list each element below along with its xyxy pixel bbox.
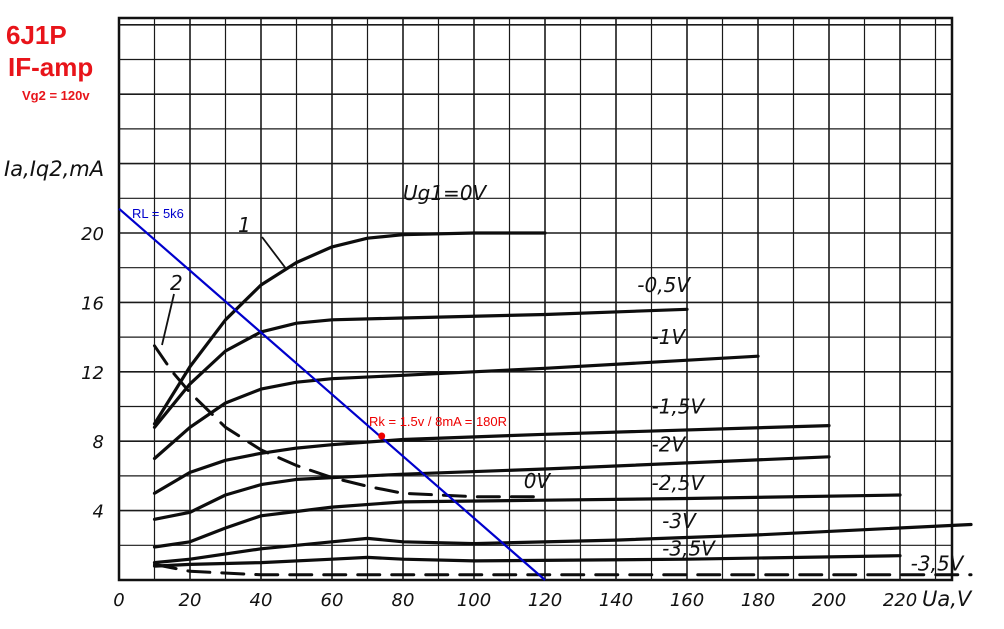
plot-frame [117,16,954,582]
annotation-layer: RL = 5k6 Rk = 1.5v / 8mA = 180R [118,206,546,581]
series-label: -3V [662,509,697,533]
x-tick-label: 80 [392,590,415,611]
y-tick-label: 8 [93,432,104,453]
x-tick-label: 140 [599,590,633,611]
series-label: -1V [652,325,687,349]
series-line [152,455,831,521]
series-label: Ug1=0V [403,181,488,205]
x-axis-label: Ua,V [922,587,973,611]
screen-voltage-label: Vg2 = 120v [22,88,90,103]
series-line [152,522,973,565]
y-tick-label: 20 [81,224,104,245]
series-line [152,554,902,568]
series-label: -2V [652,433,687,457]
series-label: -0,5V [637,273,691,297]
series-label: -3,5V [911,551,965,575]
series-layer [152,231,973,577]
tube-title: 6J1P [6,20,67,50]
label-layer: Ug1=0V -0,5V -1V -1,5V -2V -2,5V -3V -3,5V 0V -3,… [4,157,973,611]
load-line-label: RL = 5k6 [132,206,184,221]
series-label: 0V [524,469,552,493]
operating-point-label: Rk = 1.5v / 8mA = 180R [369,414,507,429]
operating-point-marker [378,432,386,440]
x-tick-label: 60 [321,590,344,611]
curve-marker: 2 [170,271,183,295]
x-tick-label: 220 [883,590,917,611]
series-line [153,344,547,499]
series-line [153,562,973,577]
x-tick-label: 180 [741,590,775,611]
curve-marker: 1 [238,213,251,237]
series-label: -2,5V [652,471,706,495]
x-tick-label: 20 [179,590,202,611]
series-label: -1,5V [652,394,706,418]
grid [117,16,954,582]
application-title: IF-amp [8,52,94,82]
curve-2-leader [161,293,175,346]
y-tick-label: 4 [93,502,104,523]
x-tick-label: 40 [250,590,273,611]
series-line [152,231,547,426]
load-line [118,207,546,581]
x-tick-label: 120 [528,590,562,611]
series-line [152,354,760,461]
series-line [152,493,902,549]
y-axis-label: Ia,Iq2,mA [4,157,104,181]
x-tick-label: 200 [812,590,846,611]
x-tick-label: 100 [457,590,491,611]
series-label: -3,5V [662,537,716,561]
y-tick-label: 16 [81,293,104,314]
x-tick-label: 0 [113,590,124,611]
series-line [152,307,689,429]
curve-1-leader [261,236,288,271]
x-tick-label: 160 [670,590,704,611]
series-line [152,424,831,495]
y-tick-label: 12 [81,363,104,384]
